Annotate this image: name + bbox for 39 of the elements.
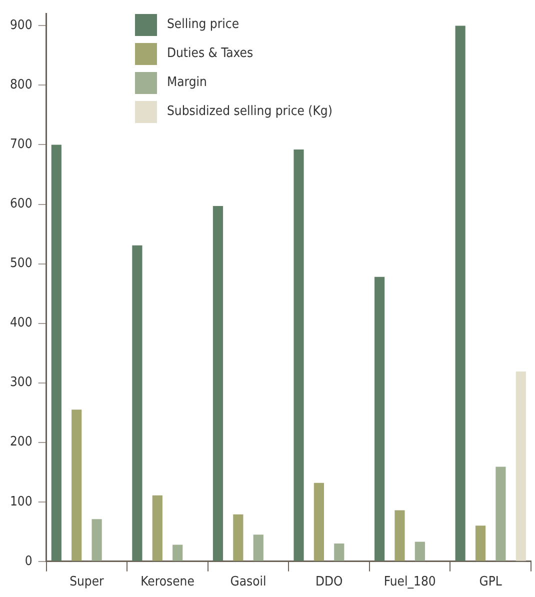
y-tick-label: 0 bbox=[24, 554, 32, 569]
y-tick-label: 700 bbox=[10, 137, 32, 152]
bar bbox=[314, 482, 324, 561]
bar bbox=[516, 372, 526, 561]
y-tick-label: 600 bbox=[10, 196, 32, 212]
bar bbox=[92, 519, 102, 561]
y-tick-label: 100 bbox=[10, 494, 32, 510]
bar bbox=[294, 150, 304, 561]
y-tick-label: 900 bbox=[10, 18, 32, 34]
bar bbox=[496, 466, 506, 561]
x-tick-label: Fuel_180 bbox=[384, 574, 436, 590]
bar bbox=[152, 495, 162, 561]
bar bbox=[455, 26, 466, 561]
x-tick-label: Kerosene bbox=[140, 574, 194, 590]
y-tick-label: 500 bbox=[10, 256, 32, 272]
bar bbox=[51, 144, 62, 561]
bar bbox=[475, 526, 486, 561]
y-tick-label: 200 bbox=[10, 434, 32, 450]
bar bbox=[233, 514, 244, 561]
x-tick-label: Super bbox=[70, 574, 104, 590]
legend-label: Subsidized selling price (Kg) bbox=[167, 104, 332, 119]
x-tick-label: DDO bbox=[315, 574, 343, 590]
bar bbox=[374, 276, 385, 561]
legend-label: Selling price bbox=[167, 17, 240, 32]
bar bbox=[212, 206, 224, 561]
bar bbox=[334, 544, 344, 561]
bar bbox=[253, 534, 264, 561]
y-tick-label: 400 bbox=[10, 316, 32, 331]
legend-label: Margin bbox=[167, 75, 207, 90]
bar bbox=[72, 410, 82, 561]
legend-label: Duties & Taxes bbox=[167, 46, 254, 61]
bar bbox=[132, 245, 142, 561]
bar bbox=[172, 544, 183, 561]
y-tick-label: 300 bbox=[10, 375, 32, 390]
x-tick-label: Gasoil bbox=[230, 574, 266, 590]
x-tick-label: GPL bbox=[479, 574, 502, 590]
y-tick-label: 800 bbox=[10, 78, 32, 93]
bar bbox=[414, 542, 425, 561]
bar bbox=[394, 510, 405, 561]
